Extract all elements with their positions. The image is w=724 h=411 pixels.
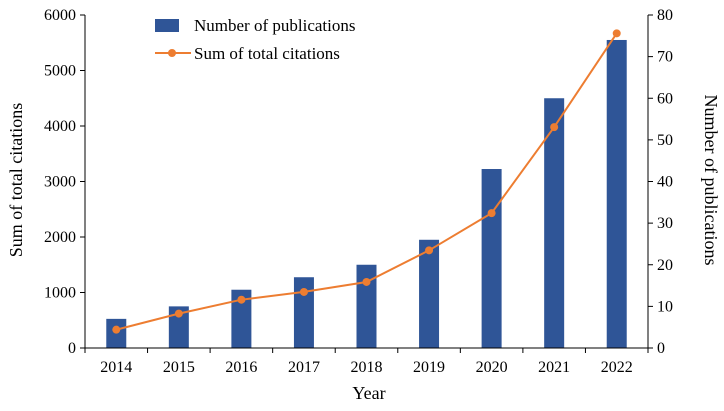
- line-series: [112, 29, 621, 334]
- x-tick-label: 2014: [100, 359, 132, 376]
- bar-2019: [419, 239, 440, 348]
- right-y-tick-label: 60: [657, 90, 673, 107]
- right-y-tick-label: 0: [657, 340, 665, 357]
- legend: Number of publications Sum of total cita…: [155, 16, 355, 63]
- x-tick-label: 2022: [601, 359, 633, 376]
- x-tick-label: 2019: [413, 359, 445, 376]
- right-y-axis-title: Number of publications: [701, 95, 721, 266]
- axes: 0 1000 2000 3000 4000 5000 6000 0 10 20 30 40 50 60 70…: [44, 7, 673, 376]
- x-tick-label: 2015: [163, 359, 195, 376]
- bar-2017: [293, 277, 314, 348]
- x-tick-label: 2017: [288, 359, 320, 376]
- point-2014: [112, 325, 121, 334]
- bar-2015: [168, 306, 189, 348]
- legend-bar-label: Number of publications: [194, 16, 355, 35]
- legend-line-label: Sum of total citations: [194, 44, 340, 63]
- x-tick-label: 2016: [225, 359, 257, 376]
- point-2022: [612, 29, 621, 38]
- x-tick-label: 2020: [476, 359, 508, 376]
- x-tick-label: 2021: [538, 359, 570, 376]
- x-tick-label: 2018: [351, 359, 383, 376]
- point-2018: [362, 277, 371, 286]
- left-y-axis-title: Sum of total citations: [6, 103, 26, 258]
- right-y-tick-label: 30: [657, 215, 673, 232]
- right-y-tick-label: 80: [657, 7, 673, 24]
- legend-line-marker: [168, 49, 176, 57]
- bar-2022: [606, 39, 627, 348]
- left-y-tick-label: 5000: [44, 63, 76, 80]
- right-y-tick-label: 20: [657, 257, 673, 274]
- bar-series: [106, 39, 627, 348]
- left-y-tick-label: 6000: [44, 7, 76, 24]
- right-y-tick-label: 70: [657, 49, 673, 66]
- point-2019: [425, 246, 434, 255]
- legend-bar-swatch: [155, 19, 179, 32]
- x-axis-title: Year: [352, 383, 385, 403]
- left-y-tick-label: 0: [68, 340, 76, 357]
- right-y-tick-label: 10: [657, 298, 673, 315]
- left-y-tick-label: 3000: [44, 174, 76, 191]
- point-2015: [174, 309, 183, 318]
- point-2021: [550, 123, 559, 132]
- bar-2021: [544, 98, 565, 348]
- bar-2020: [481, 169, 502, 348]
- bar-2018: [356, 264, 377, 348]
- left-y-tick-label: 4000: [44, 118, 76, 135]
- right-y-tick-label: 40: [657, 174, 673, 191]
- left-y-tick-label: 1000: [44, 285, 76, 302]
- bar-2016: [231, 289, 252, 348]
- point-2016: [237, 295, 246, 304]
- point-2017: [299, 287, 308, 296]
- left-y-tick-label: 2000: [44, 229, 76, 246]
- point-2020: [487, 209, 496, 218]
- right-y-tick-label: 50: [657, 132, 673, 149]
